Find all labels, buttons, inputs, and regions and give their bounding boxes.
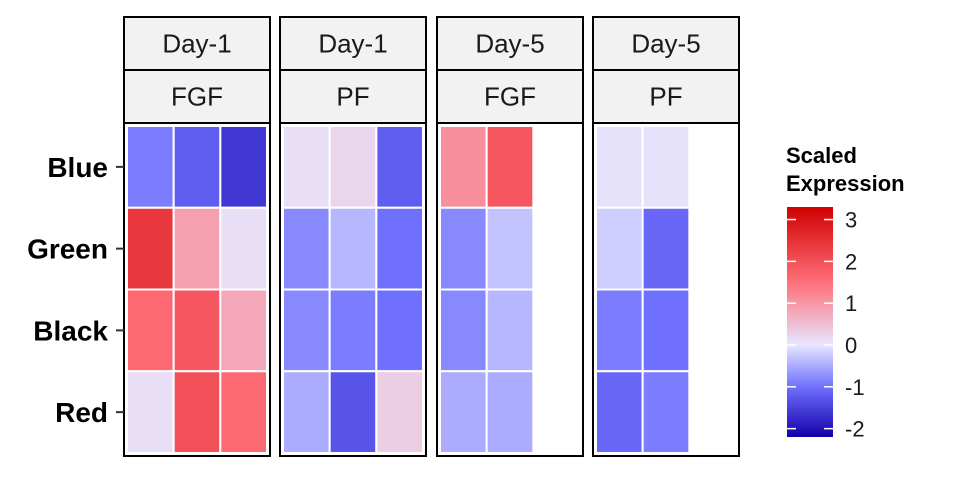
heat-cell (485, 125, 535, 209)
strip-box-0-0 (123, 16, 271, 71)
strip-label-2-1: FGF (484, 82, 536, 112)
heat-cell (328, 125, 378, 209)
row-label-red: Red (55, 397, 108, 428)
strip-label-2-0: Day-5 (475, 29, 544, 59)
color-legend: Scaled Expression 3 2 1 0 -1 -2 (786, 143, 905, 442)
heat-cell (375, 206, 425, 291)
panel-0: Day-1 FGF (123, 16, 271, 457)
row-label-black: Black (33, 315, 108, 346)
legend-title-line-1: Scaled (786, 143, 857, 168)
heat-cell (595, 125, 644, 209)
heat-cell (641, 288, 691, 373)
legend-tick-label: 3 (845, 208, 857, 233)
heat-cell (439, 125, 488, 209)
legend-title-line-2: Expression (786, 171, 905, 196)
heat-cell (172, 206, 222, 291)
strip-label-1-0: Day-1 (318, 29, 387, 59)
panel-3: Day-5 PF (592, 16, 740, 457)
legend-tick-label: 0 (845, 333, 857, 358)
heat-cell (439, 206, 488, 291)
row-axis: Blue Green Black Red (27, 152, 124, 428)
strip-box-2-1 (436, 69, 584, 124)
heat-cell (126, 288, 175, 373)
heat-cell (126, 370, 175, 454)
heat-cell (328, 288, 378, 373)
strip-label-3-0: Day-5 (631, 29, 700, 59)
strip-box-3-0 (592, 16, 740, 71)
heat-cell (172, 125, 222, 209)
heat-cell (641, 370, 691, 454)
legend-colorbar (787, 207, 833, 437)
heat-cell (126, 206, 175, 291)
heat-cell (126, 125, 175, 209)
panel-2: Day-5 FGF (436, 16, 584, 457)
heat-cell (595, 370, 644, 454)
legend-tick-label: 2 (845, 249, 857, 274)
heat-cell (328, 206, 378, 291)
strip-label-1-1: PF (336, 82, 369, 112)
heat-cell (439, 370, 488, 454)
heat-cell (375, 370, 425, 454)
strip-label-3-1: PF (649, 82, 682, 112)
legend-tick-label: -2 (845, 417, 865, 442)
heat-cell (282, 288, 331, 373)
heat-cell (282, 125, 331, 209)
heat-cell (485, 206, 535, 291)
heat-cell (641, 125, 691, 209)
heat-cell (219, 125, 268, 209)
heat-cell (375, 288, 425, 373)
heat-cell (485, 288, 535, 373)
strip-label-0-1: FGF (171, 82, 223, 112)
strip-box-3-1 (592, 69, 740, 124)
legend-tick-label: -1 (845, 375, 865, 400)
strip-box-0-1 (123, 69, 271, 124)
legend-tick-label: 1 (845, 291, 857, 316)
heat-cell (439, 288, 488, 373)
row-label-green: Green (27, 234, 108, 265)
heat-cell (485, 370, 535, 454)
panel-1: Day-1 PF (279, 16, 427, 457)
heat-cell (219, 370, 268, 454)
heat-cell (172, 370, 222, 454)
facet-panels: Day-1 FGF Day-1 PF Day-5 FGF Day-5 PF (123, 16, 740, 457)
heat-cell (282, 206, 331, 291)
strip-box-1-0 (279, 16, 427, 71)
strip-label-0-0: Day-1 (162, 29, 231, 59)
heat-cell (328, 370, 378, 454)
heat-cell (375, 125, 425, 209)
heat-cell (219, 206, 268, 291)
row-label-blue: Blue (47, 152, 108, 183)
heat-cell (219, 288, 268, 373)
heat-cell (595, 206, 644, 291)
heat-cell (172, 288, 222, 373)
heat-cell (641, 206, 691, 291)
heat-cell (595, 288, 644, 373)
heat-cell (282, 370, 331, 454)
